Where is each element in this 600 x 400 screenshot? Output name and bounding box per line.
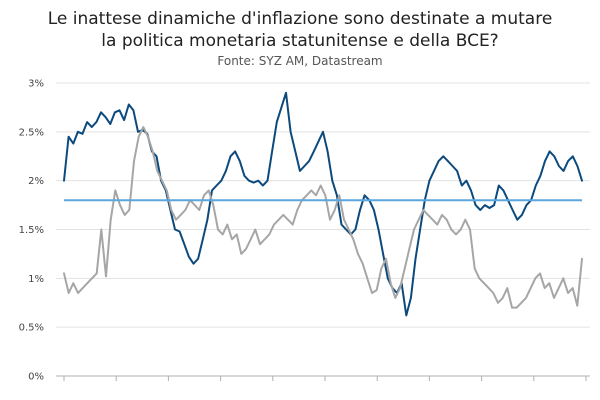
y-tick-label: 2%	[28, 176, 44, 187]
y-tick-label: 1.5%	[19, 225, 44, 236]
y-tick-label: 0%	[28, 372, 44, 383]
chart-subtitle: Fonte: SYZ AM, Datastream	[217, 54, 383, 68]
chart-title-line-2: la politica monetaria statunitense e del…	[101, 31, 499, 51]
y-tick-label: 1%	[28, 274, 44, 285]
y-tick-label: 3%	[28, 79, 44, 90]
y-tick-label: 0.5%	[19, 323, 44, 334]
y-tick-label: 2.5%	[19, 127, 44, 138]
series-1-line	[63, 91, 583, 317]
series-2-line	[63, 126, 583, 309]
chart-title-line-1: Le inattese dinamiche d'inflazione sono …	[47, 9, 553, 29]
